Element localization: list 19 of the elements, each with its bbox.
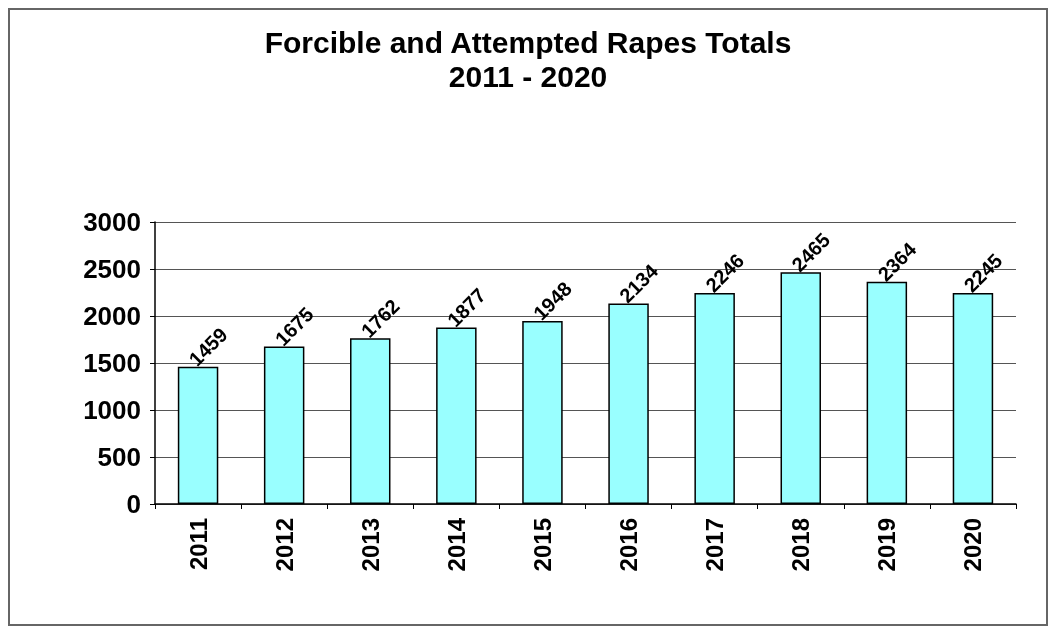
x-tick-label: 2015 (528, 518, 556, 572)
x-tick-label: 2014 (442, 517, 470, 572)
x-tick-label: 2012 (270, 518, 298, 572)
y-tick-label: 2000 (83, 301, 141, 331)
y-tick-label: 3000 (83, 207, 141, 237)
y-tick-label: 2500 (83, 254, 141, 284)
y-tick-label: 500 (97, 442, 141, 472)
y-tick-label: 1000 (83, 395, 141, 425)
x-tick-label: 2011 (184, 518, 212, 571)
x-tick-label: 2013 (356, 518, 384, 572)
chart-subtitle: 2011 - 2020 (448, 59, 608, 93)
x-tick-label: 2018 (787, 518, 815, 572)
y-tick-label: 0 (126, 489, 141, 519)
y-tick-label: 1500 (83, 348, 141, 378)
x-tick-label: 2016 (615, 518, 643, 572)
x-tick-label: 2017 (701, 518, 729, 572)
x-tick-label: 2019 (873, 518, 901, 572)
chart-title: Forcible and Attempted Rapes Totals (264, 25, 792, 59)
x-tick-label: 2020 (959, 518, 987, 572)
